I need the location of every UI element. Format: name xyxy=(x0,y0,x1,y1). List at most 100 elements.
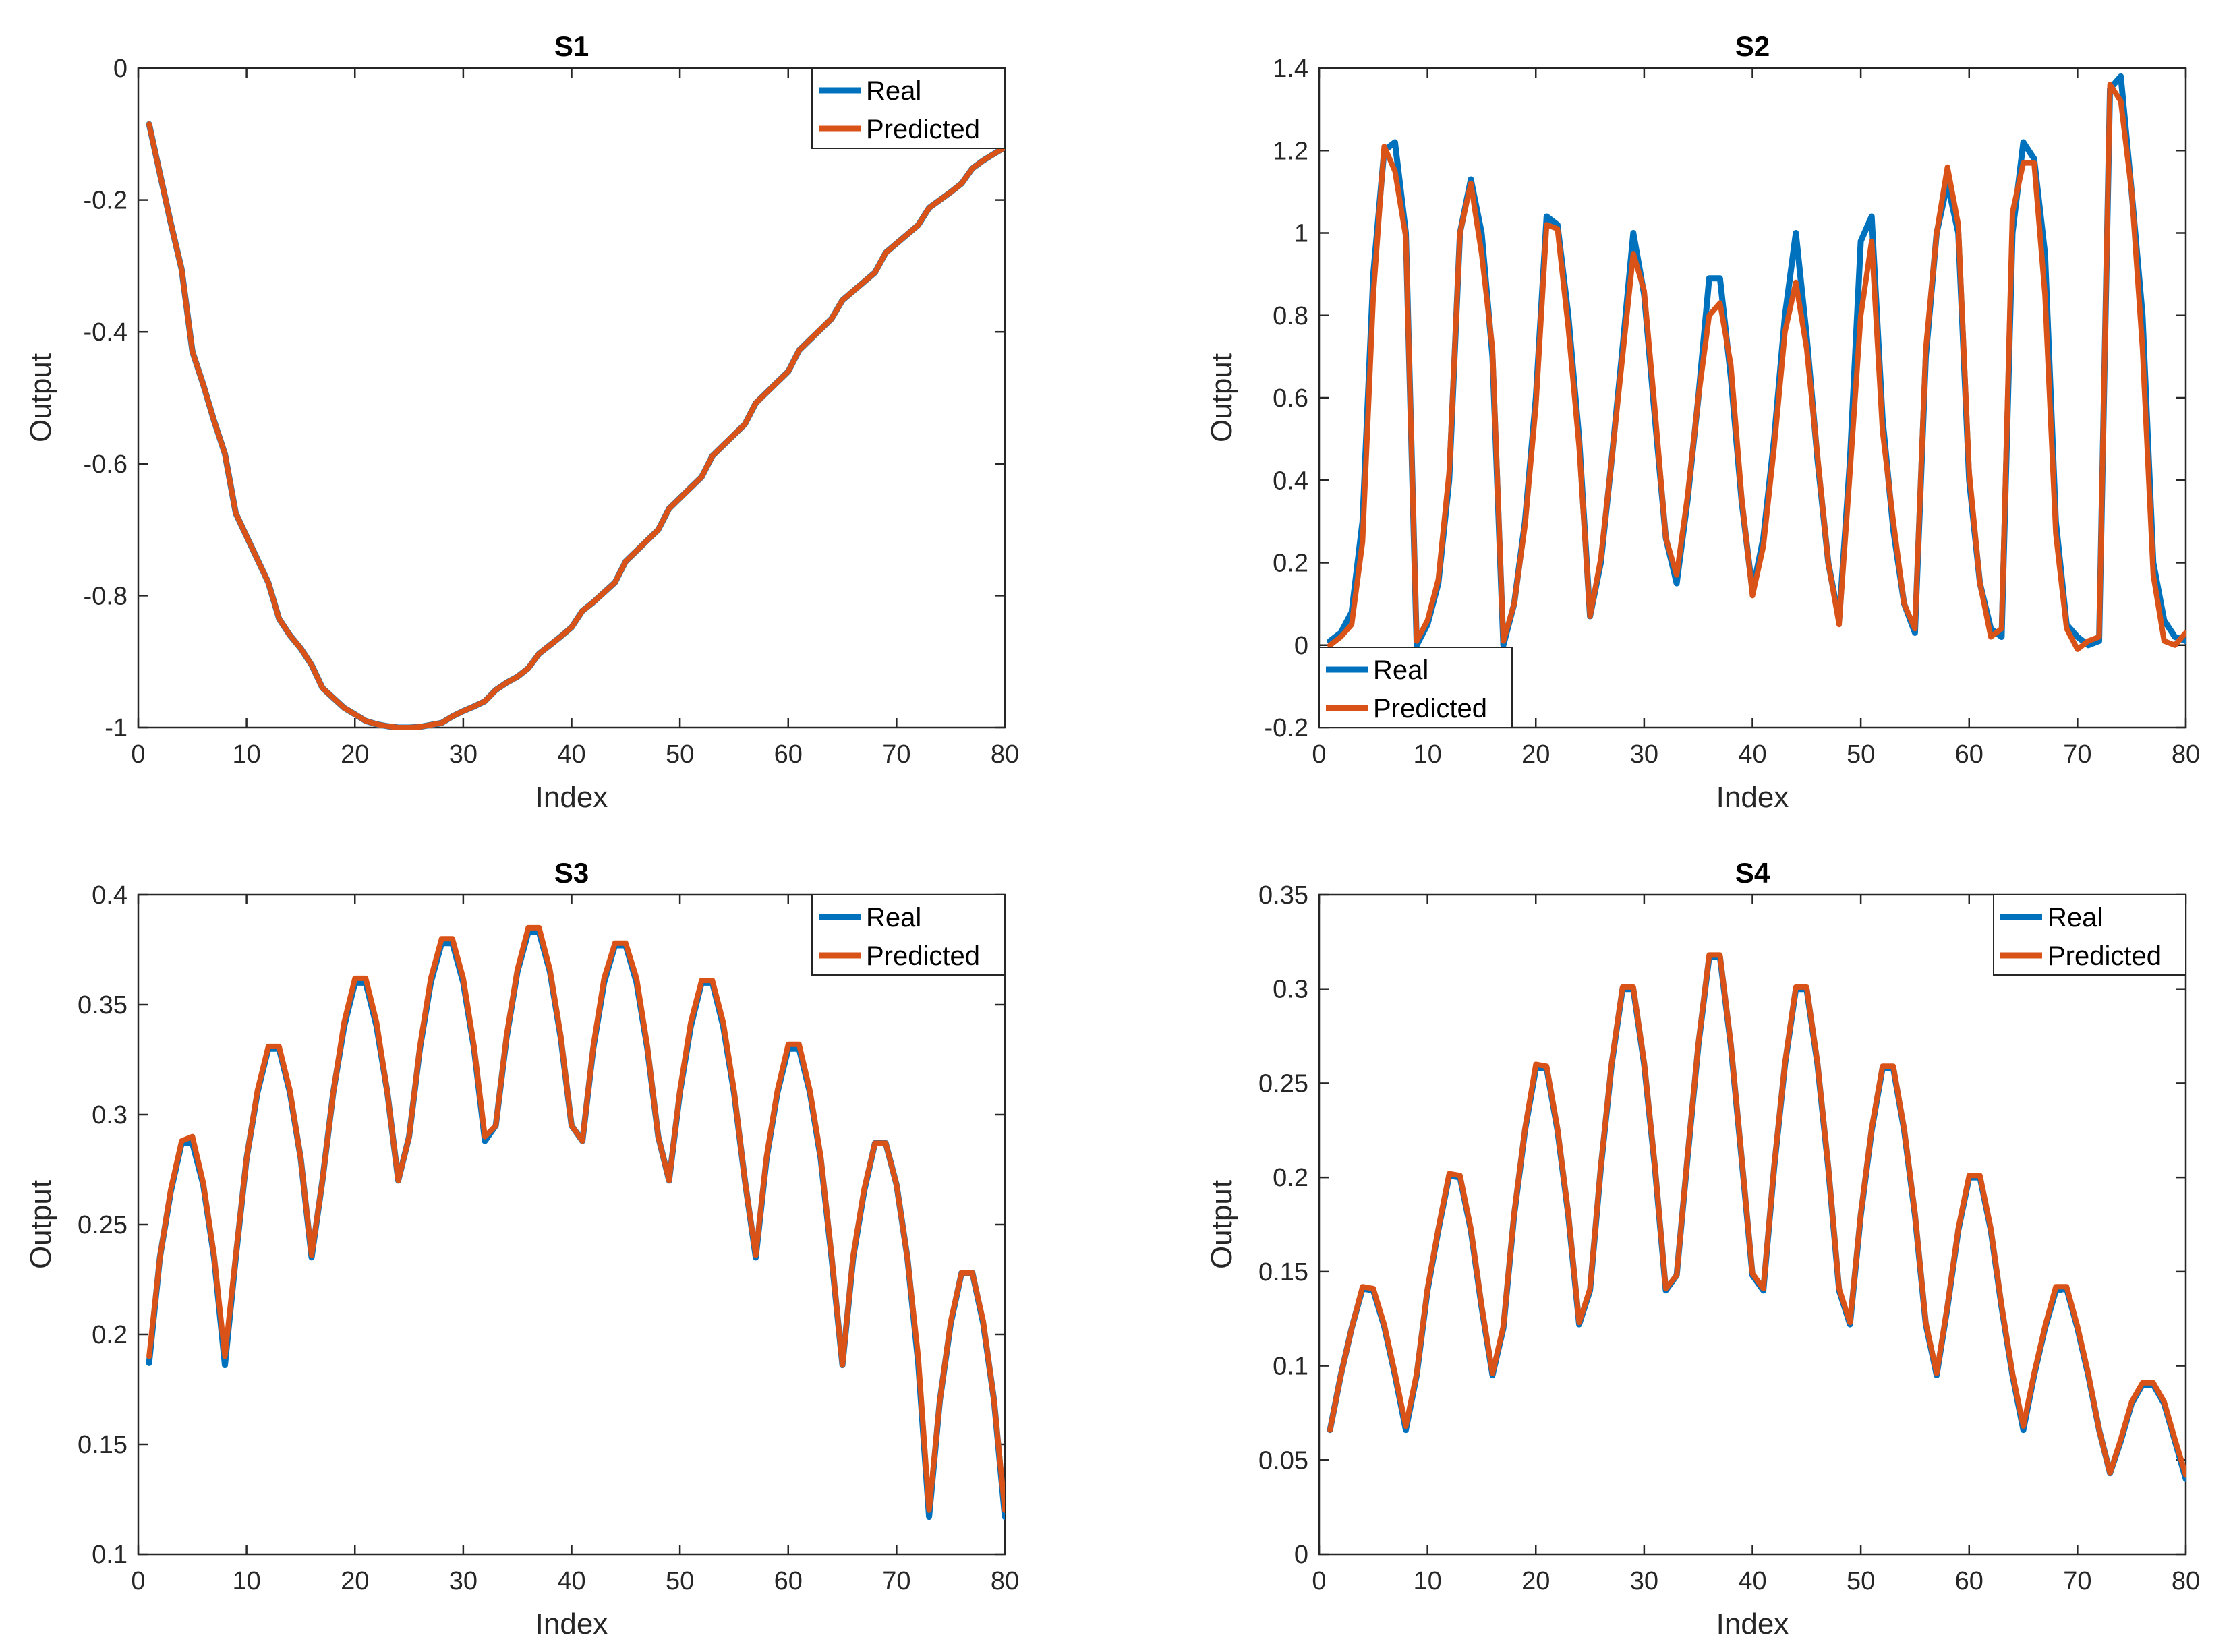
y-tick-label: 0.35 xyxy=(1258,881,1308,910)
x-tick-label: 60 xyxy=(774,1567,803,1595)
x-tick-label: 0 xyxy=(131,1567,145,1595)
x-tick-label: 60 xyxy=(1955,1567,1983,1595)
plot-area xyxy=(137,893,1006,1556)
chart-panel-s4: S4 0 10 20 30 40 50 60 70 80 0 0.05 0.1 0.15 0.2 0.25 0.… xyxy=(1205,857,2200,1641)
x-tick-label: 50 xyxy=(1847,740,1875,769)
chart-panel-s3: S3 0 10 20 30 40 50 60 70 80 0.1 0.15 0.2 0.25 0.3 0.35… xyxy=(24,857,1019,1641)
y-tick-label: -1 xyxy=(105,714,127,742)
x-axis-label: Index xyxy=(1716,1607,1789,1641)
y-tick-label: 0.3 xyxy=(92,1101,127,1129)
x-tick-label: 0 xyxy=(1312,1567,1326,1595)
plot-area xyxy=(1318,67,2187,729)
y-tick-label: 0.8 xyxy=(1273,302,1308,330)
y-tick-label: 0.25 xyxy=(78,1211,127,1239)
y-tick-label: -0.4 xyxy=(84,318,127,347)
x-tick-label: 20 xyxy=(341,1567,369,1595)
x-axis-label: Index xyxy=(1716,781,1789,814)
x-tick-label: 70 xyxy=(882,1567,910,1595)
x-tick-label: 10 xyxy=(1413,740,1441,769)
y-tick-label: 1.4 xyxy=(1273,55,1308,83)
y-tick-label: 0.4 xyxy=(1273,467,1308,495)
y-tick-label: 0.6 xyxy=(1273,384,1308,413)
chart-panel-s2: S20 10 20 30 40 50 60 70 80-0.200.20.40.60.811.2… xyxy=(1205,30,2200,814)
x-tick-label: 30 xyxy=(1630,1567,1658,1595)
legend-box xyxy=(1993,894,2186,976)
x-tick-label: 30 xyxy=(449,1567,477,1595)
x-axis-label: Index xyxy=(535,1607,608,1641)
legend-box xyxy=(811,67,1006,149)
plot-area xyxy=(1318,893,2187,1556)
x-tick-label: 20 xyxy=(341,740,369,769)
legend-label-predicted: Predicted xyxy=(2048,941,2162,971)
legend-label-real: Real xyxy=(866,903,921,933)
x-tick-label: 30 xyxy=(449,740,477,769)
x-tick-label: 50 xyxy=(666,740,694,769)
legend-box xyxy=(811,894,1006,976)
x-tick-label: 80 xyxy=(991,740,1019,769)
x-tick-label: 80 xyxy=(991,1567,1019,1595)
x-tick-label: 50 xyxy=(1847,1567,1875,1595)
series-line-predicted xyxy=(146,121,1005,730)
y-tick-label: 0 xyxy=(113,55,127,83)
legend-box xyxy=(1318,647,1513,728)
y-axis-label: Output xyxy=(1205,1180,1238,1269)
x-tick-label: 80 xyxy=(2172,1567,2200,1595)
y-tick-label: 0.25 xyxy=(1258,1069,1308,1098)
legend-label-predicted: Predicted xyxy=(1373,694,1487,724)
chart-title: S1 xyxy=(554,30,589,62)
y-tick-label: 0.1 xyxy=(92,1541,127,1569)
legend: Real Predicted xyxy=(1993,894,2186,976)
chart-title: S3 xyxy=(554,857,589,889)
x-tick-label: 30 xyxy=(1630,740,1658,769)
x-tick-label: 0 xyxy=(131,740,145,769)
y-tick-label: 0 xyxy=(1294,1541,1308,1569)
y-tick-label: 0.15 xyxy=(78,1431,127,1459)
y-tick-label: 0 xyxy=(1294,632,1308,660)
y-axis-label: Output xyxy=(24,1180,57,1269)
y-tick-label: -0.2 xyxy=(1265,714,1308,742)
y-tick-label: 1 xyxy=(1294,220,1308,248)
y-tick-label: -0.2 xyxy=(84,187,127,215)
y-tick-label: 1.2 xyxy=(1273,137,1308,165)
y-tick-label: 0.4 xyxy=(92,881,127,910)
series-line-predicted xyxy=(146,924,1005,1513)
x-tick-label: 20 xyxy=(1521,1567,1550,1595)
y-axis-label: Output xyxy=(1205,353,1238,442)
y-tick-label: 0.35 xyxy=(78,991,127,1020)
x-axis-label: Index xyxy=(535,781,608,814)
legend-label-real: Real xyxy=(866,76,921,106)
x-tick-label: 10 xyxy=(232,1567,260,1595)
y-tick-label: 0.15 xyxy=(1258,1258,1308,1287)
x-tick-label: 50 xyxy=(666,1567,694,1595)
y-tick-label: -0.6 xyxy=(84,450,127,479)
x-tick-label: 70 xyxy=(2063,1567,2091,1595)
x-tick-label: 70 xyxy=(882,740,910,769)
plot-area xyxy=(137,67,1006,729)
series-line-predicted xyxy=(1327,82,2186,652)
chart-panel-s1: S1 0 10 20 30 40 50 60 70 80 -1 -0.8 -0.6 -0.4 -0.2 0 In… xyxy=(24,30,1019,814)
y-tick-label: 0.05 xyxy=(1258,1446,1308,1475)
x-tick-label: 80 xyxy=(2172,740,2200,769)
legend-label-real: Real xyxy=(2048,903,2103,933)
x-tick-label: 70 xyxy=(2063,740,2091,769)
x-tick-label: 0 xyxy=(1312,740,1326,769)
y-tick-label: 0.2 xyxy=(1273,1164,1308,1192)
legend: Real Predicted xyxy=(811,894,1006,976)
legend-label-predicted: Predicted xyxy=(866,115,980,144)
x-tick-label: 60 xyxy=(1955,740,1983,769)
x-tick-label: 10 xyxy=(1413,1567,1441,1595)
series-line-predicted xyxy=(1327,952,2186,1478)
y-tick-label: 0.3 xyxy=(1273,976,1308,1004)
legend: Real Predicted xyxy=(811,67,1006,149)
y-axis-label: Output xyxy=(24,353,57,442)
legend-label-real: Real xyxy=(1373,655,1428,685)
x-tick-label: 20 xyxy=(1521,740,1550,769)
y-tick-label: 0.1 xyxy=(1273,1353,1308,1381)
y-tick-label: 0.2 xyxy=(92,1321,127,1349)
x-tick-label: 40 xyxy=(557,1567,585,1595)
chart-title: S4 xyxy=(1735,857,1770,889)
x-tick-label: 40 xyxy=(1738,1567,1766,1595)
y-tick-label: -0.8 xyxy=(84,582,127,610)
x-tick-label: 40 xyxy=(557,740,585,769)
